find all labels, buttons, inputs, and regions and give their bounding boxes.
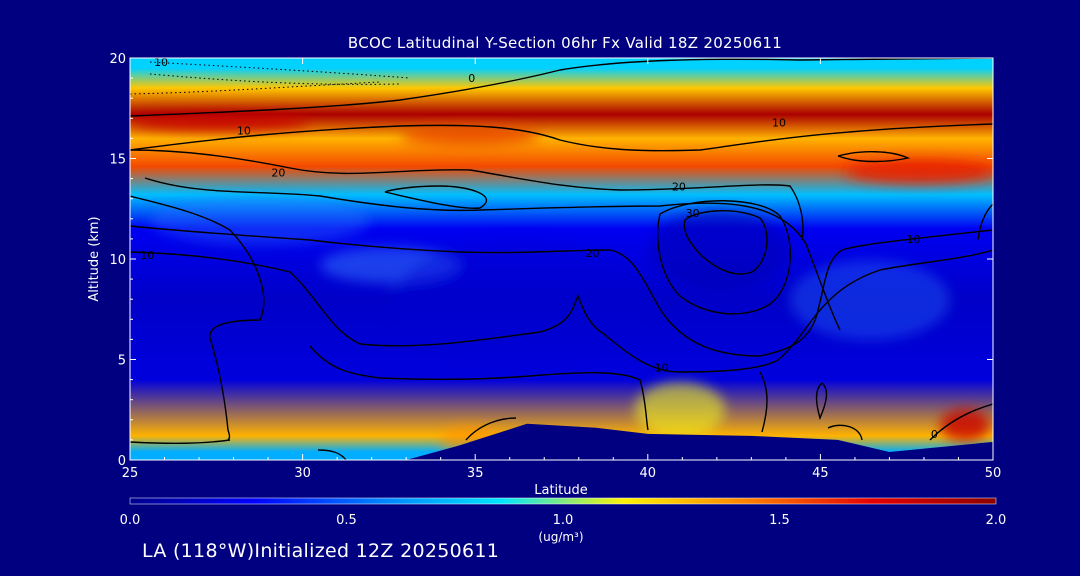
plume-low (635, 382, 725, 438)
y-axis: 0 5 10 15 20 (109, 52, 993, 469)
contour-label: 20 (586, 247, 600, 260)
colorbar-ticks: 0.0 0.5 1.0 1.5 2.0 (120, 513, 1007, 528)
hotspot-upper (400, 126, 540, 146)
contour-line (827, 424, 863, 441)
contour-line (929, 403, 993, 441)
contour-line-dotted (149, 61, 411, 79)
x-tick-label: 35 (467, 466, 484, 481)
hotspot-north (845, 160, 993, 184)
contour-line (317, 449, 347, 460)
colorbar-tick-label: 1.5 (769, 513, 790, 528)
y-tick-label: 15 (109, 153, 126, 168)
contour-label: 10 (237, 124, 251, 137)
contour-label: 10 (907, 233, 921, 246)
y-tick-label: 20 (109, 52, 126, 67)
contour-line (309, 345, 649, 431)
cyan-patch-b (790, 260, 950, 340)
contour-line (130, 195, 265, 441)
contour-line (683, 210, 768, 275)
contour-line (815, 382, 828, 421)
contour-line (759, 371, 768, 433)
contour-label: 10 (154, 56, 168, 69)
chart-title: BCOC Latitudinal Y-Section 06hr Fx Valid… (347, 34, 783, 52)
x-tick-label: 25 (122, 466, 139, 481)
x-axis-title: Latitude (534, 483, 588, 498)
contour-line (977, 203, 993, 241)
x-tick-label: 50 (985, 466, 1002, 481)
y-tick-label: 10 (109, 253, 126, 268)
x-axis: 25 30 35 40 45 50 (122, 58, 1002, 481)
x-tick-label: 40 (640, 466, 657, 481)
contour-line (130, 249, 993, 373)
contour-line (465, 417, 517, 441)
contour-lines (130, 58, 993, 460)
y-tick-label: 0 (118, 454, 126, 469)
plume-low-c (940, 409, 990, 441)
contour-label: 0 (931, 428, 938, 441)
contour-label: 0 (468, 72, 475, 85)
contour-label: 20 (271, 167, 285, 180)
colorbar-unit: (ug/m³) (538, 530, 583, 544)
contour-line (130, 149, 804, 241)
y-tick-label: 5 (118, 354, 126, 369)
contour-line (657, 200, 791, 315)
contour-line (837, 151, 911, 163)
y-axis-title: Altitude (km) (87, 216, 102, 301)
contour-label: 10 (772, 116, 786, 129)
dark-patch-a (650, 210, 790, 290)
colorbar-tick-label: 1.0 (553, 513, 574, 528)
x-tick-label: 45 (812, 466, 829, 481)
contour-label: 10 (655, 362, 669, 375)
colorbar-tick-label: 0.5 (336, 513, 357, 528)
contour-line (130, 58, 993, 117)
colorbar (129, 497, 997, 505)
footer-init-label: LA (118°W)Initialized 12Z 20250611 (142, 540, 500, 562)
contour-line (130, 123, 993, 152)
terrain-mask (130, 423, 993, 460)
contour-line (384, 185, 488, 209)
contour-label: 30 (686, 207, 700, 220)
x-tick-label: 30 (294, 466, 311, 481)
contour-label: 10 (140, 249, 154, 262)
dotted-contours (130, 61, 411, 95)
contour-line (130, 225, 993, 357)
contour-label: 20 (672, 181, 686, 194)
dark-patch-b (390, 240, 650, 360)
contour-line (130, 439, 231, 444)
hotspot-left (130, 113, 310, 131)
cyan-patch-c (150, 195, 370, 245)
colorbar-tick-label: 0.0 (120, 513, 141, 528)
contour-line (144, 177, 841, 331)
colorbar-tick-label: 2.0 (986, 513, 1007, 528)
